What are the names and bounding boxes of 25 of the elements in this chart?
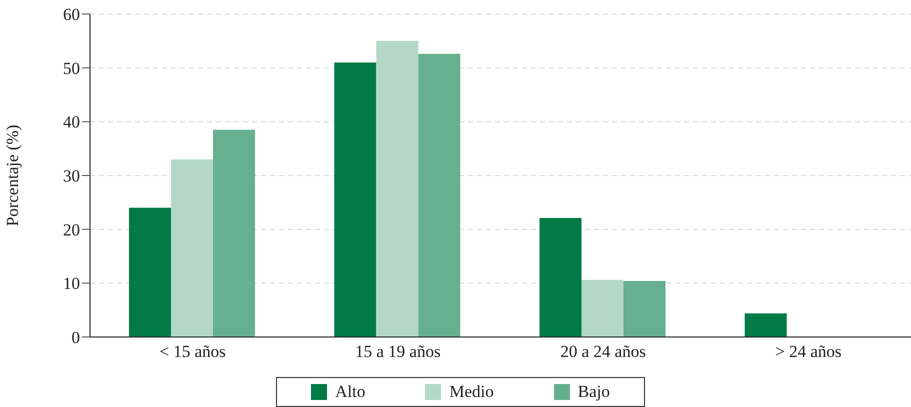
bar — [376, 40, 418, 337]
bar — [171, 159, 213, 337]
y-tick-label: 20 — [63, 220, 80, 240]
bar — [581, 280, 624, 337]
bar — [213, 130, 255, 337]
y-tick-label: 60 — [63, 5, 80, 24]
bar — [418, 54, 460, 337]
x-tick-label: < 15 años — [160, 342, 226, 362]
bar — [623, 281, 666, 337]
bar — [744, 313, 787, 337]
legend-label: Bajo — [576, 382, 610, 402]
x-tick-label: 20 a 24 años — [560, 342, 646, 362]
legend-label: Alto — [334, 382, 366, 402]
bar — [129, 208, 171, 337]
bar — [334, 62, 376, 337]
y-tick-label: 30 — [63, 166, 80, 186]
x-tick-label: > 24 años — [775, 342, 842, 362]
y-tick-label: 40 — [63, 112, 80, 132]
y-axis-title: Porcentaje (%) — [3, 124, 22, 226]
y-tick-label: 50 — [63, 58, 80, 78]
legend-label: Medio — [448, 382, 494, 402]
y-tick-label: 0 — [72, 328, 80, 348]
y-tick-label: 10 — [63, 274, 80, 294]
x-tick-label: 15 a 19 años — [355, 342, 441, 362]
bar — [539, 218, 582, 337]
